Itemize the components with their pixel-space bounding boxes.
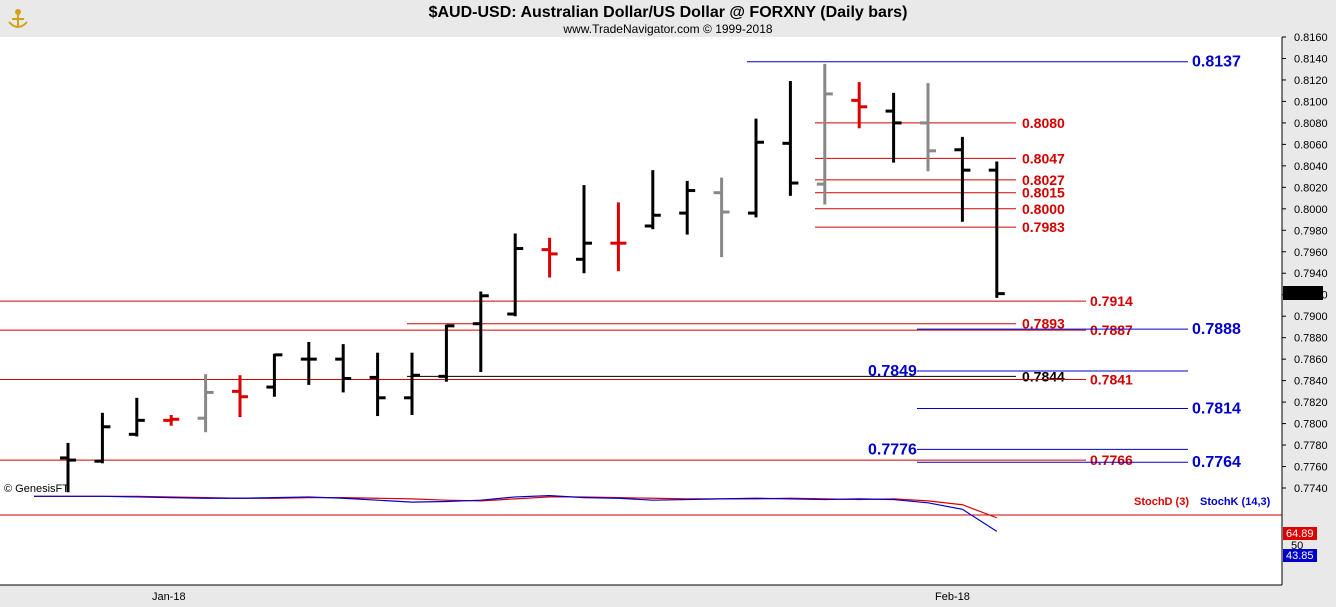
level-label-0.7983: 0.7983 [1022, 219, 1065, 235]
ohlc-bar [128, 397, 145, 437]
ohlc-bar [816, 63, 833, 205]
stochK-line [34, 495, 998, 532]
ohlc-bar [541, 237, 558, 278]
level-label-0.7766: 0.7766 [1090, 452, 1133, 468]
ohlc-bar [507, 233, 524, 317]
x-label-feb: Feb-18 [935, 591, 970, 603]
ohlc-bar [60, 442, 76, 493]
level-label-0.7841: 0.7841 [1090, 372, 1133, 388]
y-tick-label: 0.8000 [1294, 204, 1328, 216]
ohlc-bar [404, 352, 420, 415]
level-label-0.8000: 0.8000 [1022, 201, 1065, 217]
y-tick-label: 0.7800 [1294, 419, 1328, 431]
ohlc-bar [954, 136, 971, 222]
y-tick-label: 0.7880 [1294, 333, 1328, 345]
level-label-0.7914: 0.7914 [1090, 293, 1133, 309]
ohlc-bar [988, 161, 1005, 298]
chart-subtitle: www.TradeNavigator.com © 1999-2018 [562, 22, 772, 36]
plot-area [0, 37, 1282, 585]
x-label-jan: Jan-18 [152, 591, 186, 603]
stochD-value: 64.89 [1286, 528, 1314, 540]
ohlc-bar [438, 324, 455, 382]
y-tick-label: 0.7860 [1294, 354, 1328, 366]
ohlc-bar [335, 344, 352, 393]
y-tick-label: 0.8100 [1294, 96, 1328, 108]
y-tick-label: 0.7900 [1294, 311, 1328, 323]
y-tick-label: 0.8020 [1294, 182, 1328, 194]
ohlc-bar [610, 202, 627, 272]
level-label-0.7764: 0.7764 [1192, 454, 1241, 471]
stochK-value: 43.85 [1286, 550, 1314, 562]
y-tick-label: 0.8140 [1294, 53, 1328, 65]
level-label-0.7844: 0.7844 [1022, 368, 1065, 384]
last-price-box [1283, 286, 1323, 300]
ohlc-bar [885, 92, 902, 163]
ohlc-bar [94, 412, 111, 464]
genesis-anchor-logo-icon [15, 9, 21, 15]
y-tick-label: 0.7940 [1294, 268, 1328, 280]
ohlc-bar [163, 414, 180, 426]
y-tick-label: 0.8160 [1294, 32, 1328, 44]
y-tick-label: 0.8060 [1294, 139, 1328, 151]
level-label-0.8047: 0.8047 [1022, 150, 1065, 166]
ohlc-bar [232, 375, 248, 418]
y-tick-label: 0.7780 [1294, 440, 1328, 452]
y-tick-label: 0.8080 [1294, 118, 1328, 130]
level-label-0.7893: 0.7893 [1022, 316, 1065, 332]
ohlc-bar [851, 82, 868, 129]
stochK-legend: StochK (14,3) [1200, 496, 1271, 508]
y-tick-label: 0.7760 [1294, 462, 1328, 474]
ohlc-bar [644, 170, 661, 230]
level-label-0.8015: 0.8015 [1022, 185, 1065, 201]
level-label-0.8027: 0.8027 [1022, 172, 1065, 188]
y-axis: 0.8160 0.8140 0.8120 0.8100 0.8080 0.8060 0.80… [1282, 32, 1328, 495]
level-label-0.8137: 0.8137 [1192, 54, 1241, 71]
chart-title: $AUD-USD: Australian Dollar/US Dollar @ … [429, 4, 908, 21]
logo [8, 9, 28, 28]
ohlc-bar [369, 352, 386, 417]
y-tick-label: 0.8120 [1294, 75, 1328, 87]
ohlc-bar [713, 177, 730, 258]
stochD-legend: StochD (3) [1134, 496, 1189, 508]
ohlc-bar [782, 81, 799, 196]
y-tick-label: 0.7820 [1294, 397, 1328, 409]
ohlc-bar [576, 185, 592, 274]
ohlc-bar [472, 291, 489, 373]
stochK-value-box [1283, 549, 1317, 562]
y-tick-label: 0.8040 [1294, 161, 1328, 173]
y-tick-label: 0.7840 [1294, 376, 1328, 388]
price-bars [60, 63, 1005, 493]
ohlc-bar [679, 180, 696, 235]
ohlc-bar [920, 83, 936, 172]
level-label-0.7849: 0.7849 [868, 363, 917, 380]
level-label-0.7887: 0.7887 [1090, 322, 1133, 338]
y-tick-label: 0.7960 [1294, 247, 1328, 259]
ohlc-bar [197, 374, 214, 433]
last-price-label: 0.7921 [1287, 288, 1321, 300]
ohlc-bar [300, 341, 317, 385]
level-label-0.7814: 0.7814 [1192, 401, 1241, 418]
y-tick-label: 0.7740 [1294, 483, 1328, 495]
watermark: © GenesisFT [4, 483, 69, 495]
stochastic-panel [34, 495, 998, 532]
ohlc-bar [266, 353, 283, 397]
ohlc-bar [748, 118, 764, 218]
level-label-0.8080: 0.8080 [1022, 115, 1065, 131]
level-label-0.7776: 0.7776 [868, 441, 917, 458]
stochD-value-box [1283, 527, 1317, 540]
level-label-0.7888: 0.7888 [1192, 321, 1241, 338]
y-tick-label: 0.7980 [1294, 225, 1328, 237]
